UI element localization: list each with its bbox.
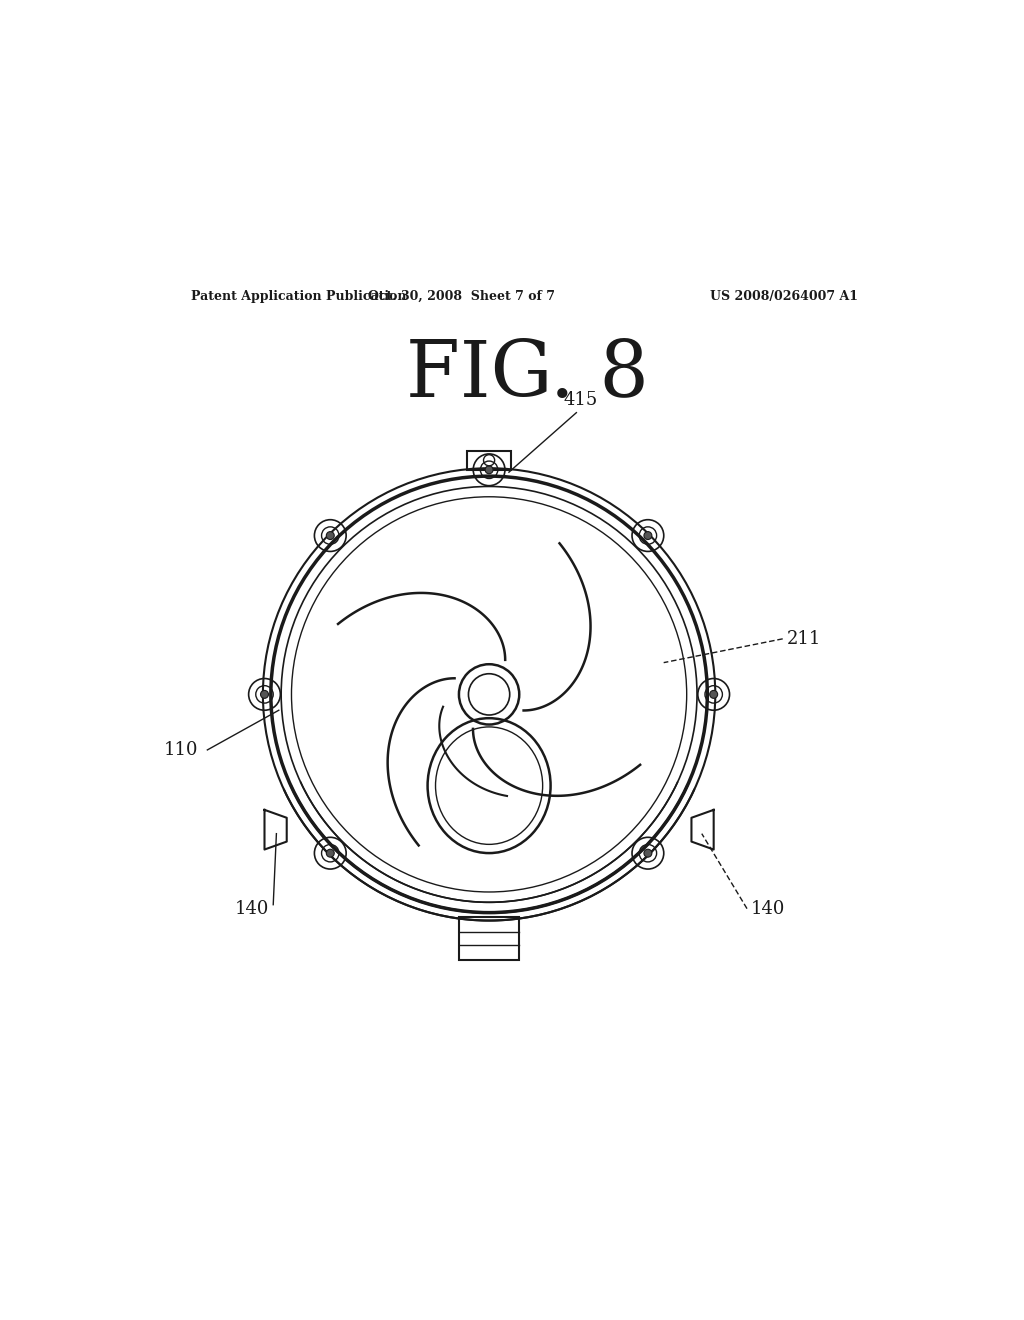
Circle shape [710,690,718,698]
Text: 110: 110 [164,741,199,759]
Bar [460,916,519,960]
Text: Patent Application Publication: Patent Application Publication [191,289,407,302]
Circle shape [644,849,652,857]
Text: 211: 211 [786,630,821,648]
Text: Oct. 30, 2008  Sheet 7 of 7: Oct. 30, 2008 Sheet 7 of 7 [368,289,555,302]
Text: 140: 140 [751,900,785,917]
Circle shape [327,849,334,857]
Circle shape [485,466,494,474]
Text: 140: 140 [236,900,269,917]
Circle shape [327,532,334,540]
Circle shape [260,690,268,698]
Text: 415: 415 [563,391,597,409]
Text: US 2008/0264007 A1: US 2008/0264007 A1 [710,289,858,302]
Text: FIG. 8: FIG. 8 [406,337,648,413]
Circle shape [644,532,652,540]
Bar [467,450,511,470]
